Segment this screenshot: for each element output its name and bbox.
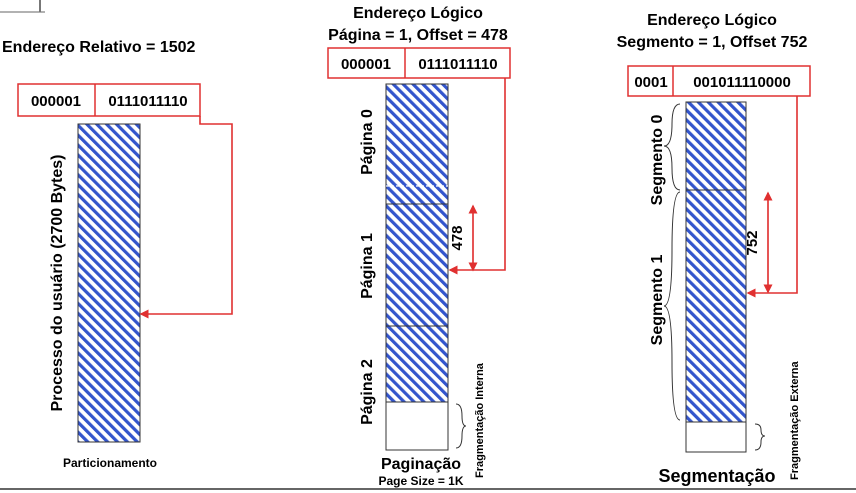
col3-address-box: 0001 001011110000 <box>627 65 811 97</box>
col3-address-segment: 0001 <box>634 74 667 91</box>
col1-title: Endereço Relativo = 1502 <box>2 39 196 56</box>
col3-segment-0 <box>685 101 747 191</box>
col2-page-1 <box>385 203 449 327</box>
col2-subcaption: Page Size = 1K <box>378 474 463 488</box>
col3-address-offset: 001011110000 <box>693 74 791 91</box>
col3-caption: Segmentação <box>658 466 775 486</box>
col1-process-block <box>77 123 141 443</box>
col1-address-page: 000001 <box>31 93 81 110</box>
col3-segment-label-0: Segmento 0 <box>649 115 666 206</box>
col3-segment-label-1: Segmento 1 <box>649 255 666 346</box>
col3-title-line2: Segmento = 1, Offset 752 <box>617 34 808 51</box>
col2-page-label-0: Página 0 <box>359 109 376 175</box>
col2-offset-label: 478 <box>449 225 466 250</box>
col2-title-line1: Endereço Lógico <box>353 5 483 22</box>
col1-address-box: 000001 0111011110 <box>17 83 201 117</box>
col3-segment-1 <box>685 189 747 423</box>
col3-segments <box>685 101 747 453</box>
col3-free-block <box>685 421 747 453</box>
col2-page-0 <box>385 83 449 205</box>
col2-address-arrow <box>448 78 506 275</box>
col2-page-2 <box>385 325 449 403</box>
col3-address-arrow <box>746 96 798 298</box>
col2-address-page: 000001 <box>341 56 391 73</box>
col1-caption: Particionamento <box>63 456 157 470</box>
col2-page-label-2: Página 2 <box>359 359 376 425</box>
corner-decoration <box>0 0 45 13</box>
col2-page-frames <box>385 83 449 451</box>
col3-frag-brace <box>754 423 766 451</box>
col2-page-label-1: Página 1 <box>359 233 376 299</box>
col3-offset-label: 752 <box>744 230 761 255</box>
col3-segment-0-brace <box>663 103 681 191</box>
col1-offset-arrow <box>139 116 233 319</box>
col3-title-line1: Endereço Lógico <box>647 12 777 29</box>
col2-title-line2: Página = 1, Offset = 478 <box>328 27 508 44</box>
col1-process-label: Processo do usuário (2700 Bytes) <box>49 155 66 412</box>
col3-frag-label: Fragmentação Externa <box>789 361 801 480</box>
col3-segment-1-brace <box>663 191 681 421</box>
col1-address-offset: 0111011110 <box>108 93 187 110</box>
col2-address-offset: 0111011110 <box>418 56 497 73</box>
col2-address-box: 000001 0111011110 <box>327 47 511 79</box>
col2-caption: Paginação <box>381 456 461 473</box>
col2-frag-label: Fragmentação Interna <box>474 362 486 478</box>
col2-page-2-free <box>385 401 449 451</box>
col2-frag-brace <box>455 403 467 449</box>
